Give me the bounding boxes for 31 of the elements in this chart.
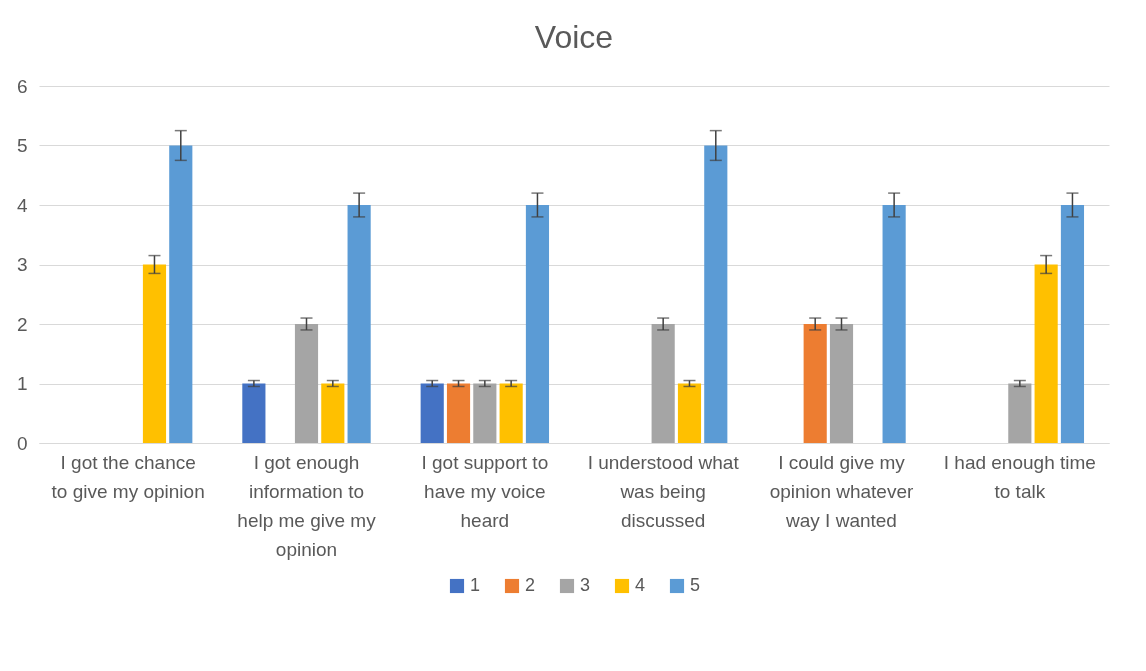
bar: [169, 145, 193, 443]
bar: [142, 264, 167, 443]
y-tick-label: 6: [16, 75, 28, 97]
legend-label: 2: [525, 575, 536, 595]
chart-title: Voice: [534, 19, 614, 55]
bar: [651, 324, 675, 443]
y-tick-label: 3: [16, 254, 28, 275]
bar: [829, 324, 854, 443]
bar: [525, 205, 550, 443]
y-tick-label: 1: [16, 373, 28, 394]
bar: [1034, 264, 1058, 443]
y-tick-label: 4: [16, 194, 28, 216]
legend-label: 1: [470, 575, 481, 595]
bar: [803, 324, 827, 443]
x-tick-label: I had enough time to talk: [943, 451, 1096, 502]
bar: [347, 205, 371, 443]
legend-label: 4: [635, 575, 646, 595]
x-tick-label: I got enough information to help me give my opinion: [237, 451, 377, 560]
x-tick-label: I understood what was being discussed: [587, 451, 740, 531]
y-tick-label: 5: [16, 135, 28, 156]
y-tick-label: 0: [16, 432, 28, 454]
x-tick-label: I got support to have my voice heard: [421, 451, 549, 531]
bar: [882, 205, 906, 443]
y-tick-label: 2: [16, 313, 28, 335]
bar: [1060, 205, 1085, 443]
legend-label: 3: [580, 575, 591, 595]
x-tick-label: I got the chance to give my opinion: [51, 451, 205, 502]
bar: [704, 145, 728, 443]
x-tick-label: I could give my opinion whatever way I wanted: [769, 451, 914, 531]
bar: [294, 324, 319, 443]
legend-label: 5: [690, 575, 701, 595]
